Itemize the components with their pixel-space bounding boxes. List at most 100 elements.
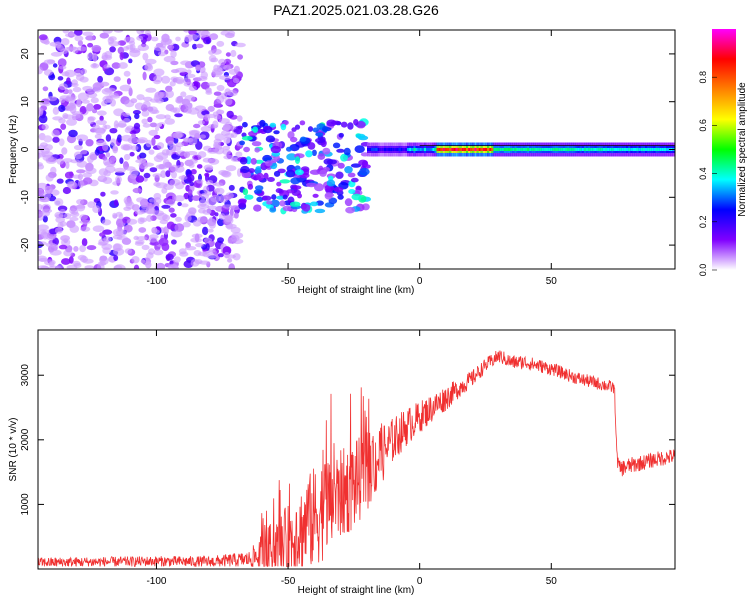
heat-cell xyxy=(136,30,145,35)
heat-cell xyxy=(190,169,197,175)
heat-cell xyxy=(142,100,151,108)
heat-cell xyxy=(57,76,64,81)
heat-cell xyxy=(97,241,108,246)
heat-cell xyxy=(38,66,43,75)
heat-cell xyxy=(204,172,210,177)
heat-cell xyxy=(348,189,356,194)
snr-frame xyxy=(37,329,676,570)
heat-cell xyxy=(480,148,484,151)
heat-cell xyxy=(197,120,205,125)
heat-cell xyxy=(128,58,133,64)
heat-cell xyxy=(560,148,564,151)
heat-cell xyxy=(104,87,116,93)
colorbar-label: Normalized spectral amplitude xyxy=(737,82,748,217)
heat-cell xyxy=(253,204,262,212)
heat-cell xyxy=(554,148,557,151)
heat-cell xyxy=(353,119,359,126)
heat-cell xyxy=(183,82,195,87)
heat-cell xyxy=(149,122,158,128)
heat-cell xyxy=(270,158,277,164)
colorbar-tick-label: 0.2 xyxy=(698,216,708,229)
heat-cell xyxy=(244,194,254,200)
heat-cell xyxy=(185,102,192,110)
y-tick-label: 1000 xyxy=(20,493,31,516)
heat-cell xyxy=(101,219,112,226)
heat-cell xyxy=(156,142,165,150)
heat-cell xyxy=(184,108,192,114)
heat-cell xyxy=(183,192,190,200)
heat-cell xyxy=(111,62,121,69)
heat-cell xyxy=(87,155,94,164)
heat-cell xyxy=(203,237,213,243)
heat-cell xyxy=(142,123,151,128)
heat-cell xyxy=(113,30,124,33)
heat-cell xyxy=(171,171,177,179)
heat-cell xyxy=(113,199,119,206)
heat-cell xyxy=(205,87,212,94)
heat-cell xyxy=(185,64,193,69)
heat-cell xyxy=(615,148,619,151)
heat-cell xyxy=(186,151,198,156)
heat-cell xyxy=(109,128,118,134)
heat-cell xyxy=(337,162,345,169)
heat-cell xyxy=(634,148,638,151)
heat-cell xyxy=(663,148,667,151)
heat-cell xyxy=(92,225,105,232)
heat-cell xyxy=(417,148,421,151)
heat-cell xyxy=(63,249,73,257)
heat-cell xyxy=(188,162,195,168)
heat-cell xyxy=(506,148,509,151)
heat-cell xyxy=(358,167,370,176)
heat-cell xyxy=(105,134,112,142)
colorbar-gradient xyxy=(712,29,736,270)
heat-cell xyxy=(184,246,197,251)
heat-cell xyxy=(38,189,44,196)
heat-cell xyxy=(567,148,570,151)
heat-cell xyxy=(306,182,317,188)
heat-cell xyxy=(152,173,163,178)
heat-cell xyxy=(170,50,177,58)
heat-cell xyxy=(419,148,423,151)
x-tick-label: -100 xyxy=(146,276,166,287)
heat-cell xyxy=(113,76,121,82)
heat-cell xyxy=(136,35,144,41)
heat-cell xyxy=(661,148,665,151)
heat-cell xyxy=(203,145,212,151)
heat-cell xyxy=(156,122,163,127)
heat-cell xyxy=(139,152,147,159)
heat-cell xyxy=(155,262,166,269)
heat-cell xyxy=(226,110,234,119)
heat-cell xyxy=(102,177,113,184)
heat-cell xyxy=(185,73,196,78)
heat-cell xyxy=(238,203,246,208)
heat-cell xyxy=(41,124,49,130)
heat-cell xyxy=(323,158,334,165)
heat-cell xyxy=(434,148,437,151)
heat-cell xyxy=(282,194,288,200)
heat-cell xyxy=(81,149,88,155)
heat-cell xyxy=(58,65,67,70)
heat-cell xyxy=(167,140,175,147)
heat-cell xyxy=(222,145,231,151)
heat-cell xyxy=(322,147,331,155)
heat-cell xyxy=(170,213,177,218)
heat-cell xyxy=(217,253,224,258)
heat-cell xyxy=(204,113,217,119)
heat-cell xyxy=(134,113,140,120)
heat-cell xyxy=(102,30,113,34)
heat-cell xyxy=(302,204,311,212)
heat-cell xyxy=(269,122,277,128)
heat-cell xyxy=(444,148,448,151)
heat-cell xyxy=(175,182,185,190)
heat-cell xyxy=(231,238,244,245)
heat-cell xyxy=(103,236,112,243)
heat-cell xyxy=(141,110,150,117)
heat-cell xyxy=(101,54,113,61)
heat-cell xyxy=(167,44,175,50)
colorbar-tick-label: 0.6 xyxy=(698,119,708,132)
heat-cell xyxy=(210,57,219,63)
heat-cell xyxy=(262,154,272,163)
heat-cell xyxy=(252,126,259,133)
heat-cell xyxy=(114,167,126,173)
heat-cell xyxy=(200,192,210,200)
